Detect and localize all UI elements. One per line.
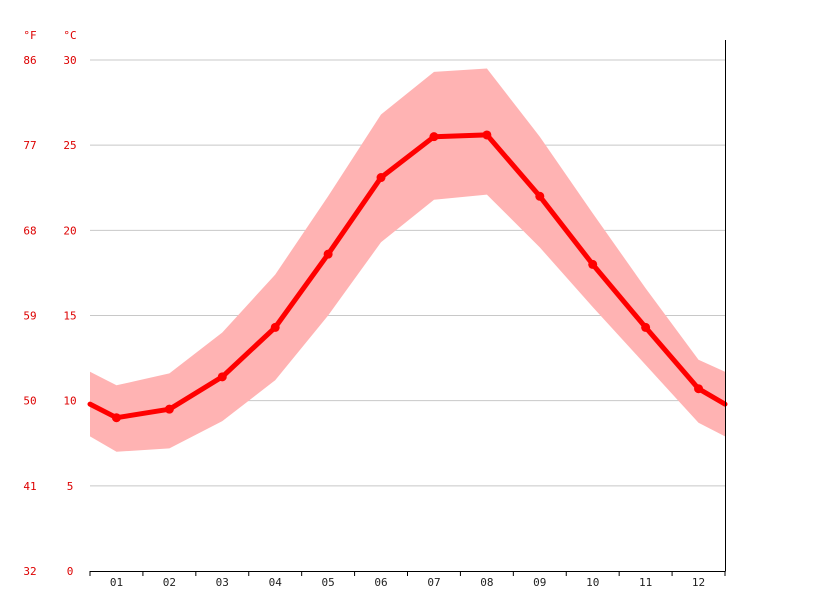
x-tick-04: 04 <box>269 576 283 589</box>
data-point-08 <box>482 130 492 140</box>
y-tick-c-30: 30 <box>63 54 76 67</box>
y-tick-c-15: 15 <box>63 310 76 323</box>
x-tick-11: 11 <box>639 576 652 589</box>
y-tick-labels: 0 32 5 41 10 50 15 59 20 68 25 77 30 86 <box>23 54 76 578</box>
data-point-10 <box>588 259 598 269</box>
data-point-09 <box>535 191 545 201</box>
y-tick-c-5: 5 <box>67 480 74 493</box>
celsius-unit-label: °C <box>63 29 76 42</box>
data-point-12 <box>694 384 704 394</box>
y-tick-f-41: 41 <box>23 480 36 493</box>
x-tick-02: 02 <box>163 576 176 589</box>
x-tick-09: 09 <box>533 576 546 589</box>
data-point-06 <box>376 173 386 183</box>
y-tick-f-59: 59 <box>23 310 36 323</box>
range-band <box>90 68 725 452</box>
y-tick-f-68: 68 <box>23 224 36 237</box>
average-temperature-line <box>87 132 728 421</box>
y-tick-c-10: 10 <box>63 395 76 408</box>
x-tick-labels: 01 02 03 04 05 06 07 08 09 10 11 12 <box>110 576 705 589</box>
x-tick-07: 07 <box>427 576 440 589</box>
data-point-04 <box>270 322 280 332</box>
y-tick-c-0: 0 <box>67 565 74 578</box>
x-tick-12: 12 <box>692 576 705 589</box>
data-point-03 <box>217 372 227 382</box>
x-tick-01: 01 <box>110 576 123 589</box>
x-tick-06: 06 <box>374 576 387 589</box>
y-tick-f-50: 50 <box>23 395 36 408</box>
temperature-series <box>87 130 728 423</box>
y-tick-c-25: 25 <box>63 139 76 152</box>
x-tick-08: 08 <box>480 576 493 589</box>
x-tick-05: 05 <box>322 576 335 589</box>
data-point-07 <box>429 132 439 142</box>
data-point-11 <box>641 322 651 332</box>
y-tick-f-86: 86 <box>23 54 36 67</box>
data-point-02 <box>164 404 174 414</box>
axes <box>89 40 726 576</box>
x-tick-03: 03 <box>216 576 229 589</box>
x-tick-10: 10 <box>586 576 599 589</box>
y-tick-f-77: 77 <box>23 139 36 152</box>
fahrenheit-unit-label: °F <box>23 29 36 42</box>
y-tick-c-20: 20 <box>63 224 76 237</box>
data-point-05 <box>323 249 333 259</box>
temperature-range-area <box>90 68 725 452</box>
y-tick-f-32: 32 <box>23 565 36 578</box>
data-point-01 <box>111 413 121 423</box>
